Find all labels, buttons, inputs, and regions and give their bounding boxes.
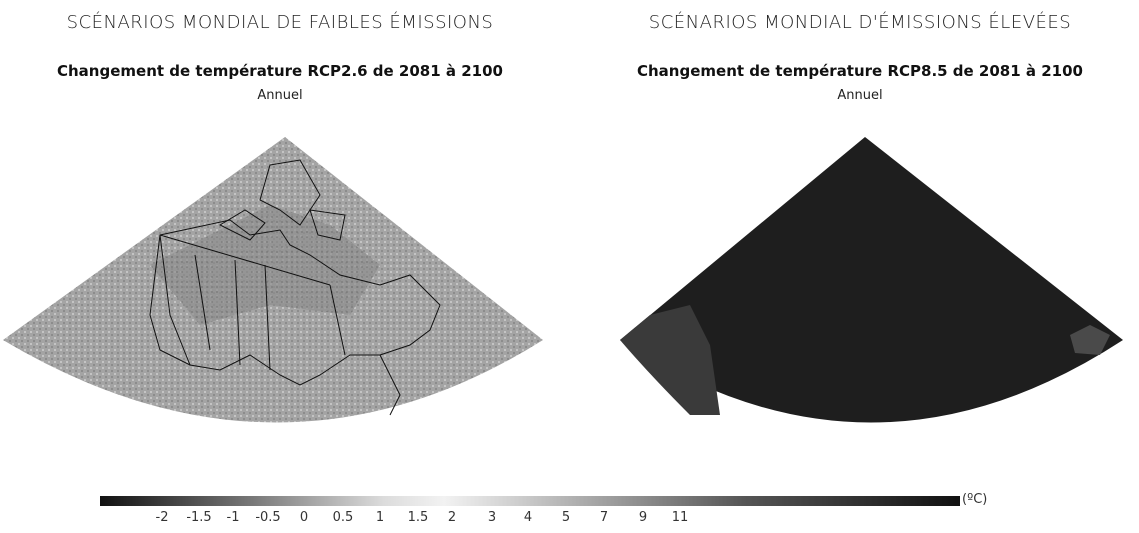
map-rcp26 [3,137,543,423]
legend-tick-label: -2 [155,510,169,525]
period-label-low: Annuel [257,88,303,103]
lower-warming-zone [620,305,720,415]
legend-tick-label: 9 [638,510,648,525]
legend-tick-label: 5 [561,510,571,525]
legend-tick-label: 1 [375,510,385,525]
east-coast-zone [1070,325,1110,355]
low-emissions-panel: SCÉNARIOS MONDIAL DE FAIBLES ÉMISSIONS C… [0,0,560,470]
legend-tick-label: 3 [487,510,497,525]
legend-colorbar [100,496,960,506]
legend-tick-label: -0.5 [255,510,281,525]
legend-tick-label: 2 [447,510,457,525]
legend-tick-label: 0.5 [332,510,354,525]
period-label-high: Annuel [837,88,883,103]
legend-tick-label: 11 [671,510,689,525]
scenario-heading-low: SCÉNARIOS MONDIAL DE FAIBLES ÉMISSIONS [66,12,494,33]
high-emissions-panel: SCÉNARIOS MONDIAL D'ÉMISSIONS ÉLEVÉES Ch… [580,0,1139,470]
legend-tick-label: -1.5 [186,510,212,525]
map-title-rcp85: Changement de température RCP8.5 de 2081… [637,62,1083,80]
legend-tick-label: 7 [599,510,609,525]
projection-sector-high [620,137,1123,423]
legend-unit: (ºC) [962,492,988,507]
canada-boundaries [149,159,441,416]
map-rcp85 [620,137,1123,423]
color-legend: (ºC) -2 -1.5 -1 -0.5 0 0.5 1 1.5 2 3 4 5 7 9 11 [100,492,987,532]
map-title-rcp26: Changement de température RCP2.6 de 2081… [57,62,503,80]
scenario-heading-high: SCÉNARIOS MONDIAL D'ÉMISSIONS ÉLEVÉES [648,12,1072,33]
legend-tick-label: 1.5 [407,510,429,525]
legend-tick-label: -1 [226,510,240,525]
legend-tick-label: 0 [299,510,309,525]
legend-tick-label: 4 [523,510,533,525]
